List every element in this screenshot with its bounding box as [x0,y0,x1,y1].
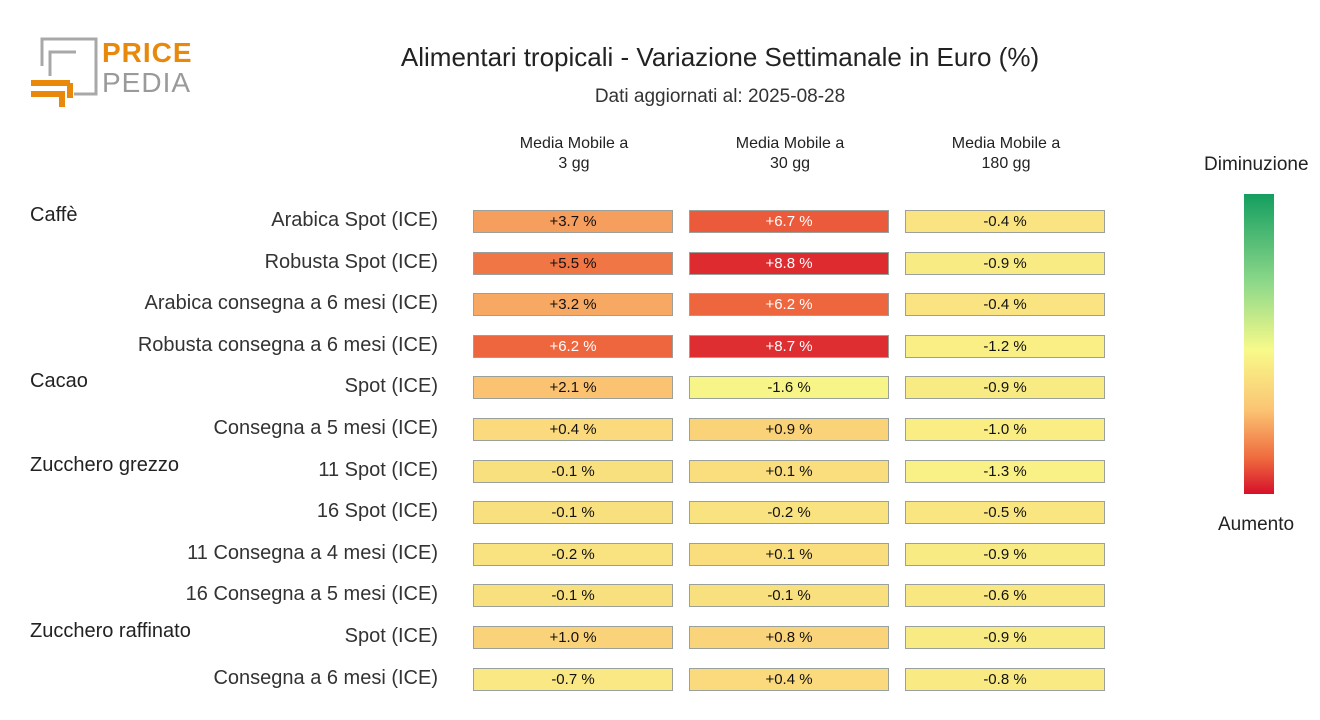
heatmap-cell: -0.2 % [689,501,889,525]
heatmap-cell: -0.9 % [905,376,1105,400]
column-header: Media Mobile a 3 gg [519,135,629,172]
heatmap-cell: -0.1 % [689,584,889,608]
group-label: Cacao [30,370,88,393]
colorscale-top-label: Diminuzione [1204,154,1309,175]
logo-text-pedia: PEDIA [102,67,192,98]
chart-title: Alimentari tropicali - Variazione Settim… [400,42,1040,72]
heatmap-cell: -0.4 % [905,293,1105,317]
pricepedia-logo: PRICE PEDIA [26,36,196,112]
heatmap-cell: -0.9 % [905,251,1105,275]
row-label: 11 Spot (ICE) [318,458,438,481]
group-label: Zucchero grezzo [30,453,179,476]
heatmap-cell: -0.4 % [905,210,1105,233]
colorscale-bar [1244,194,1274,494]
logo-text-price: PRICE [102,37,193,68]
heatmap-cell: +5.5 % [473,251,673,275]
heatmap-cell: -1.2 % [905,334,1105,358]
column-header: Media Mobile a 30 gg [735,135,845,172]
heatmap-cell: +2.1 % [473,376,673,400]
heatmap-cell: -1.3 % [905,459,1105,483]
heatmap-cell: -0.1 % [473,501,673,525]
heatmap-cell: +3.7 % [473,210,673,233]
row-label: Robusta consegna a 6 mesi (ICE) [137,333,438,356]
heatmap-cell: -0.5 % [905,501,1105,525]
chart-subtitle: Dati aggiornati al: 2025-08-28 [594,86,846,107]
heatmap-cell: +6.2 % [473,334,673,358]
heatmap-cell: -1.6 % [689,376,889,400]
pricepedia-logo-mark-icon [31,37,98,107]
row-label: 16 Consegna a 5 mesi (ICE) [185,583,438,606]
row-label: 16 Spot (ICE) [316,500,438,523]
heatmap-cell: -0.1 % [473,459,673,483]
heatmap-cell: -0.2 % [473,542,673,566]
heatmap-cell: +0.9 % [689,418,889,441]
colorscale-bottom-label: Aumento [1218,514,1295,535]
heatmap-cell: -0.1 % [473,584,673,608]
row-label: Spot (ICE) [344,375,438,398]
row-label: Consegna a 6 mesi (ICE) [213,666,438,689]
heatmap-cell: +0.1 % [689,542,889,566]
column-header: Media Mobile a 180 gg [951,135,1061,172]
row-label: Robusta Spot (ICE) [264,250,438,273]
group-label: Caffè [30,204,78,226]
heatmap-cell: +8.7 % [689,334,889,358]
heatmap-cell: -0.6 % [905,584,1105,608]
heatmap-cell: -0.7 % [473,667,673,691]
heatmap-cell: +0.8 % [689,626,889,649]
heatmap-cell: +8.8 % [689,251,889,275]
heatmap-cell: -0.9 % [905,626,1105,649]
group-label: Zucchero raffinato [30,620,191,642]
row-label: 11 Consegna a 4 mesi (ICE) [187,541,438,564]
heatmap-cell: +3.2 % [473,293,673,317]
heatmap-cell: +0.1 % [689,459,889,483]
row-label: Consegna a 5 mesi (ICE) [213,417,438,439]
heatmap-cell: -0.8 % [905,667,1105,691]
heatmap-cell: -1.0 % [905,418,1105,441]
heatmap-cell: +0.4 % [473,418,673,441]
heatmap-cell: +6.7 % [689,210,889,233]
heatmap-cell: +0.4 % [689,667,889,691]
heatmap-cell: +1.0 % [473,626,673,649]
row-label: Arabica consegna a 6 mesi (ICE) [144,292,438,315]
row-label: Arabica Spot (ICE) [271,209,438,231]
heatmap-cell: -0.9 % [905,542,1105,566]
heatmap-cell: +6.2 % [689,293,889,317]
row-label: Spot (ICE) [344,625,438,647]
